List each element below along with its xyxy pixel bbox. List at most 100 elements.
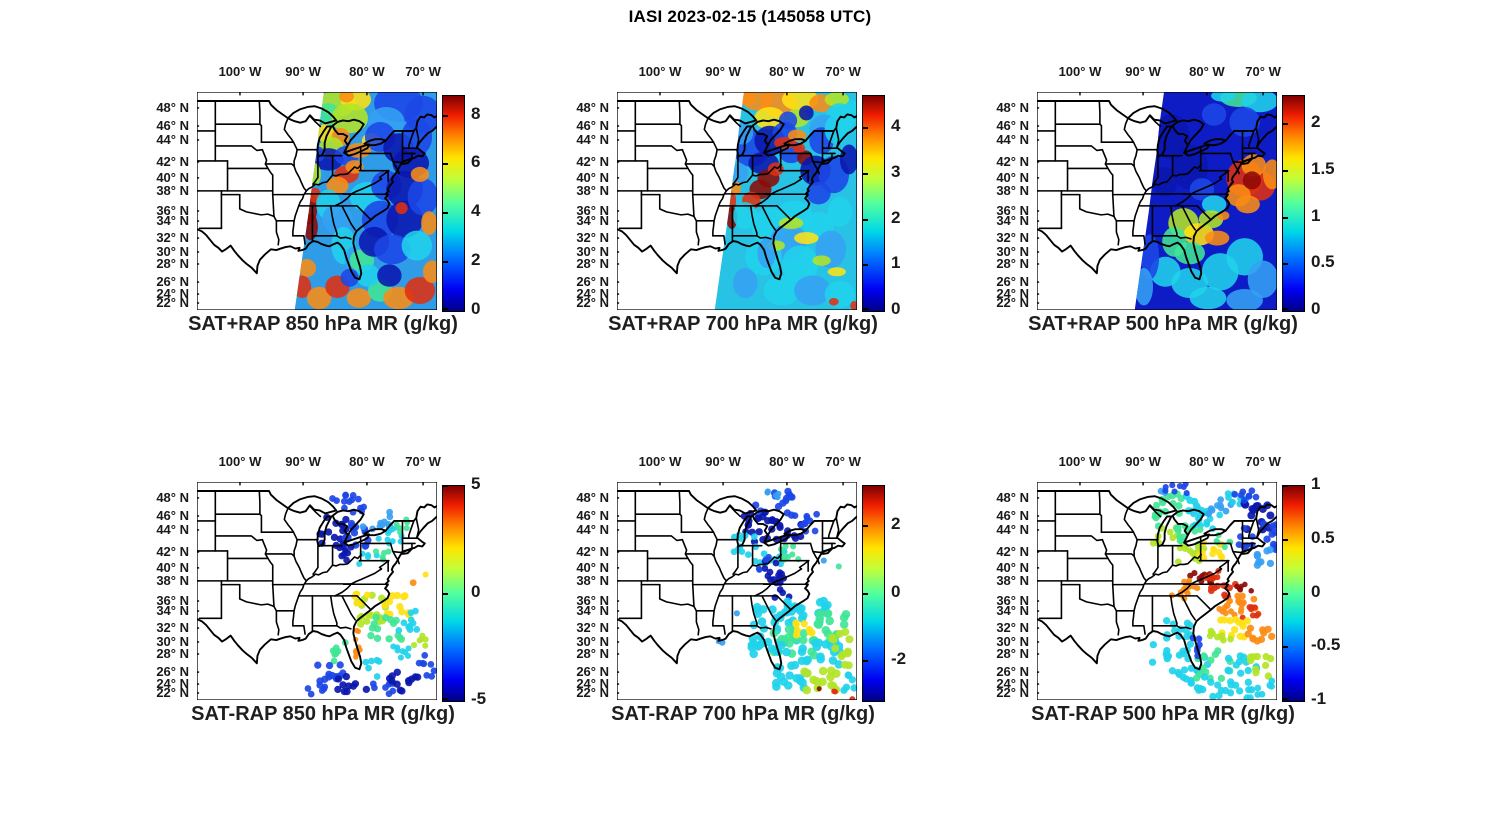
state-border-path xyxy=(704,118,726,236)
lat-tick-label: 42° N xyxy=(576,543,609,559)
colorbar-tick xyxy=(1283,123,1288,126)
state-border-path xyxy=(260,514,262,532)
state-border-path xyxy=(1080,209,1114,216)
colorbar-tick xyxy=(1283,169,1288,172)
state-border-path xyxy=(1175,584,1191,596)
state-border-path xyxy=(836,518,838,537)
coastline-path xyxy=(1173,510,1204,535)
state-border-path xyxy=(660,599,694,606)
coastline-path xyxy=(344,145,348,152)
state-border-path xyxy=(1102,150,1112,175)
state-border-path xyxy=(260,124,262,142)
map-sat-minus-rap-850 xyxy=(197,482,437,700)
state-border-path xyxy=(726,555,781,581)
state-border-path xyxy=(762,207,775,230)
lat-tick-label: 34° N xyxy=(156,603,189,619)
state-border-path xyxy=(314,626,351,629)
lat-tick-label: 48° N xyxy=(156,99,189,115)
lat-tick-label: 38° N xyxy=(996,572,1029,588)
state-border-path xyxy=(772,179,802,194)
colorbar-tick xyxy=(1283,698,1288,700)
lat-tick-label: 46° N xyxy=(576,508,609,523)
state-border-path xyxy=(284,508,306,626)
colorbar-tick-label: -1 xyxy=(1311,689,1327,708)
lat-tick-label: 48° N xyxy=(156,489,189,505)
coastline-path xyxy=(1204,529,1225,535)
map-sat-minus-rap-700 xyxy=(617,482,857,700)
coastline-path xyxy=(1128,106,1176,123)
lat-tick-label: 34° N xyxy=(156,213,189,229)
coastline-path xyxy=(344,535,348,542)
coastline-path xyxy=(1184,535,1188,542)
coastline-path xyxy=(737,516,751,546)
state-border-path xyxy=(755,596,790,609)
panel-sat-minus-rap-700: 100° W 90° W 80° W 70° W 48° N 46° N 44° N 42° … xyxy=(557,442,929,742)
lon-tick-label: 80° W xyxy=(349,64,385,79)
state-border-path xyxy=(314,236,351,239)
coastline-path xyxy=(402,549,412,554)
lat-tick-label: 32° N xyxy=(576,230,609,246)
state-border-path xyxy=(335,206,370,219)
lat-tick-label: 26° N xyxy=(576,274,609,290)
lon-tick-label: 100° W xyxy=(218,64,262,79)
state-border-path xyxy=(682,540,692,565)
state-border-path xyxy=(813,552,821,553)
colorbar-tick xyxy=(1283,308,1288,310)
state-border-path xyxy=(331,206,337,236)
coastline-path xyxy=(822,549,832,554)
colorbar-tick-label: 1 xyxy=(1311,205,1321,225)
state-border-path xyxy=(1175,596,1210,609)
colorbar-tick-label: 0 xyxy=(471,299,481,318)
lat-tick-label: 32° N xyxy=(576,620,609,636)
lat-tick-label: 48° N xyxy=(576,99,609,115)
coastline-path xyxy=(1184,534,1209,545)
panel-sat-plus-rap-500: 100° W 90° W 80° W 70° W 48° N 46° N 44° N 42° … xyxy=(977,52,1349,352)
coastline-path xyxy=(708,106,756,123)
coastline-path xyxy=(288,106,336,123)
coastline-path xyxy=(288,496,336,513)
state-border-path xyxy=(704,508,726,626)
state-border-path xyxy=(1146,555,1201,581)
state-border-path xyxy=(1124,508,1146,626)
panel-title-sat-minus-rap-500: SAT-RAP 500 hPa MR (g/kg) xyxy=(1031,703,1295,725)
state-border-path xyxy=(215,146,262,150)
colorbar-tick xyxy=(1283,216,1288,219)
coastline-path xyxy=(764,144,789,155)
lat-tick-label: 34° N xyxy=(576,603,609,619)
state-border-path xyxy=(1249,131,1254,148)
colorbar-tick-label: 2 xyxy=(471,250,481,270)
lon-tick-label: 90° W xyxy=(705,64,741,79)
state-border-path xyxy=(755,584,771,596)
lon-tick-label: 70° W xyxy=(1245,64,1281,79)
coastline-path xyxy=(1226,114,1277,140)
colorbar-tick xyxy=(443,308,448,310)
coastline-path xyxy=(317,126,331,156)
coastline-path xyxy=(764,534,789,545)
state-border-path xyxy=(751,596,757,626)
lon-tick-label: 80° W xyxy=(769,64,805,79)
state-border-path xyxy=(693,585,694,607)
lat-tick-label: 42° N xyxy=(156,153,189,169)
colorbar-tick-label: -0.5 xyxy=(1311,635,1341,655)
state-border-path xyxy=(416,128,418,147)
lat-tick-label: 38° N xyxy=(156,182,189,198)
lat-tick-label: 28° N xyxy=(576,646,609,661)
lat-tick-label: 32° N xyxy=(156,620,189,636)
coastline-path xyxy=(1242,159,1252,164)
coastline-path xyxy=(333,120,364,145)
lon-tick-label: 100° W xyxy=(638,454,682,469)
coastline-path xyxy=(764,145,768,152)
coastline-path xyxy=(617,126,857,279)
lat-tick-label: 46° N xyxy=(156,508,189,523)
state-border-path xyxy=(1175,194,1191,206)
lat-tick-label: 44° N xyxy=(576,131,609,147)
coastline-path xyxy=(737,126,751,156)
basemap-borders xyxy=(1037,101,1277,279)
state-border-path xyxy=(713,626,725,634)
lat-tick-label: 48° N xyxy=(576,489,609,505)
state-border-path xyxy=(1233,552,1241,553)
state-border-path xyxy=(380,561,389,569)
colorbar-tick-label: 0 xyxy=(891,299,901,318)
coastline-path xyxy=(617,101,708,118)
coastline-path xyxy=(1037,516,1277,669)
